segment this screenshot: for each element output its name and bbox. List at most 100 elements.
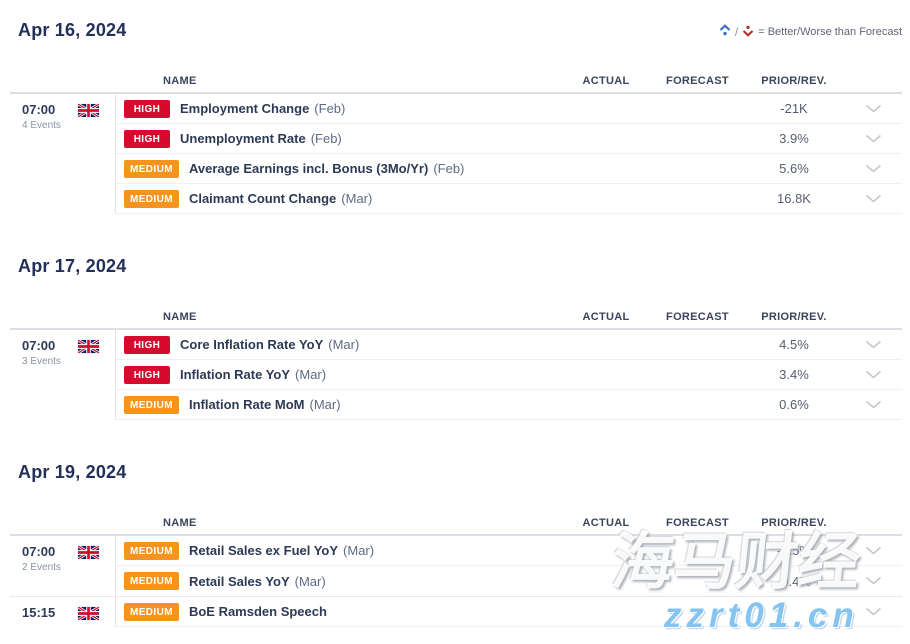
header-spacer-flag — [78, 87, 115, 92]
expand-row-button[interactable] — [844, 160, 902, 178]
column-header-actual: ACTUAL — [582, 75, 630, 87]
prior-value: 4.5% — [779, 337, 809, 352]
header-spacer-flag — [78, 529, 115, 534]
time-group: 07:00 2 Events MEDIUM Retail Sales ex Fu… — [10, 536, 902, 597]
better-than-forecast-icon — [719, 24, 731, 40]
day-section: Apr 19, 2024 NAME ACTUAL FORECAST PRIOR/… — [10, 420, 902, 627]
expand-row-button[interactable] — [844, 100, 902, 118]
prior-value: 16.8K — [777, 191, 811, 206]
event-row[interactable]: MEDIUM BoE Ramsden Speech — [116, 597, 902, 627]
time-group: 07:00 4 Events HIGH Employment Change (F… — [10, 94, 902, 214]
event-groups: 07:00 3 Events HIGH Core Inflation Rate … — [10, 330, 902, 420]
chevron-down-icon — [865, 400, 881, 409]
event-name-cell: MEDIUM BoE Ramsden Speech — [116, 602, 561, 621]
event-row[interactable]: HIGH Core Inflation Rate YoY (Mar) 4.5% — [116, 330, 902, 360]
time-cell: 07:00 2 Events — [10, 544, 78, 596]
group-rows: HIGH Employment Change (Feb) -21K HIGH U… — [115, 94, 902, 214]
legend-separator: / — [734, 25, 739, 39]
event-row[interactable]: HIGH Inflation Rate YoY (Mar) 3.4% — [116, 360, 902, 390]
event-period: (Mar) — [295, 367, 327, 382]
expand-row-button[interactable] — [844, 603, 902, 621]
chevron-down-icon — [865, 546, 881, 555]
event-name: Inflation Rate YoY — [180, 367, 291, 382]
event-name: Claimant Count Change — [188, 191, 337, 206]
time-group: 07:00 3 Events HIGH Core Inflation Rate … — [10, 330, 902, 420]
time-group-left: 15:15 — [10, 597, 115, 627]
column-header-name: NAME — [163, 517, 197, 529]
group-rows: MEDIUM Retail Sales ex Fuel YoY (Mar) -0… — [115, 536, 902, 596]
chevron-down-icon — [865, 104, 881, 113]
event-count: 2 Events — [22, 562, 61, 573]
event-name: Core Inflation Rate YoY — [180, 337, 324, 352]
prior-value: 5.6% — [779, 161, 809, 176]
event-name-cell: HIGH Core Inflation Rate YoY (Mar) — [116, 335, 561, 354]
event-name: Unemployment Rate — [180, 131, 306, 146]
flag-cell — [78, 544, 115, 596]
expand-row-button[interactable] — [844, 130, 902, 148]
prior-value: 0.6% — [779, 397, 809, 412]
expand-row-button[interactable] — [844, 366, 902, 384]
column-header-prior: PRIOR/REV. — [761, 311, 827, 323]
importance-badge: MEDIUM — [124, 602, 179, 621]
expand-row-button[interactable] — [844, 572, 902, 590]
header-spacer-flag — [78, 323, 115, 328]
importance-badge: MEDIUM — [124, 541, 179, 560]
time-group-left: 07:00 3 Events — [10, 330, 115, 420]
event-name-cell: MEDIUM Claimant Count Change (Mar) — [116, 189, 561, 208]
expand-row-button[interactable] — [844, 396, 902, 414]
group-rows: MEDIUM BoE Ramsden Speech — [115, 597, 902, 627]
uk-flag-icon — [78, 546, 99, 559]
expand-row-button[interactable] — [844, 336, 902, 354]
expand-row-button[interactable] — [844, 190, 902, 208]
column-header-actual: ACTUAL — [582, 311, 630, 323]
importance-badge: MEDIUM — [124, 395, 179, 414]
event-row[interactable]: MEDIUM Claimant Count Change (Mar) 16.8K — [116, 184, 902, 214]
header-spacer-time — [10, 529, 78, 534]
flag-cell — [78, 338, 115, 420]
time-group-left: 07:00 2 Events — [10, 536, 115, 596]
table-header: NAME ACTUAL FORECAST PRIOR/REV. — [10, 72, 902, 94]
flag-cell — [78, 102, 115, 214]
importance-badge: MEDIUM — [124, 189, 179, 208]
event-time: 07:00 — [22, 544, 56, 559]
event-period: (Mar) — [328, 337, 360, 352]
importance-badge: MEDIUM — [124, 572, 179, 590]
prior-value: 3.9% — [779, 131, 809, 146]
event-name-cell: MEDIUM Retail Sales YoY (Mar) — [116, 572, 561, 590]
prior-value: -0.4% — [777, 573, 811, 589]
event-name: Inflation Rate MoM — [188, 397, 305, 412]
legend: / = Better/Worse than Forecast — [719, 24, 902, 40]
importance-badge: HIGH — [124, 129, 170, 148]
time-cell: 15:15 — [10, 605, 78, 627]
event-period: (Mar) — [341, 191, 373, 206]
importance-badge: HIGH — [124, 365, 170, 384]
table-header: NAME ACTUAL FORECAST PRIOR/REV. — [10, 514, 902, 536]
event-row[interactable]: HIGH Unemployment Rate (Feb) 3.9% — [116, 124, 902, 154]
event-time: 15:15 — [22, 605, 56, 620]
header-spacer-time — [10, 87, 78, 92]
header-spacer-time — [10, 323, 78, 328]
legend-text: = Better/Worse than Forecast — [758, 26, 902, 38]
event-name: Retail Sales YoY — [188, 573, 290, 589]
event-row[interactable]: MEDIUM Average Earnings incl. Bonus (3Mo… — [116, 154, 902, 184]
chevron-down-icon — [865, 340, 881, 349]
date-heading: Apr 19, 2024 — [18, 462, 127, 482]
expand-row-button[interactable] — [844, 542, 902, 560]
event-row[interactable]: HIGH Employment Change (Feb) -21K — [116, 94, 902, 124]
column-header-name: NAME — [163, 75, 197, 87]
event-period: (Mar) — [309, 397, 341, 412]
event-name-cell: MEDIUM Inflation Rate MoM (Mar) — [116, 395, 561, 414]
event-period: (Feb) — [433, 161, 465, 176]
event-row[interactable]: MEDIUM Retail Sales YoY (Mar) -0.4% — [116, 566, 902, 596]
time-cell: 07:00 3 Events — [10, 338, 78, 420]
event-name-cell: HIGH Inflation Rate YoY (Mar) — [116, 365, 561, 384]
worse-than-forecast-icon — [742, 24, 754, 40]
event-row[interactable]: MEDIUM Retail Sales ex Fuel YoY (Mar) -0… — [116, 536, 902, 566]
event-row[interactable]: MEDIUM Inflation Rate MoM (Mar) 0.6% — [116, 390, 902, 420]
event-name-cell: HIGH Unemployment Rate (Feb) — [116, 129, 561, 148]
event-groups: 07:00 4 Events HIGH Employment Change (F… — [10, 94, 902, 214]
column-header-name: NAME — [163, 311, 197, 323]
group-rows: HIGH Core Inflation Rate YoY (Mar) 4.5% … — [115, 330, 902, 420]
event-name-cell: MEDIUM Retail Sales ex Fuel YoY (Mar) — [116, 541, 561, 560]
